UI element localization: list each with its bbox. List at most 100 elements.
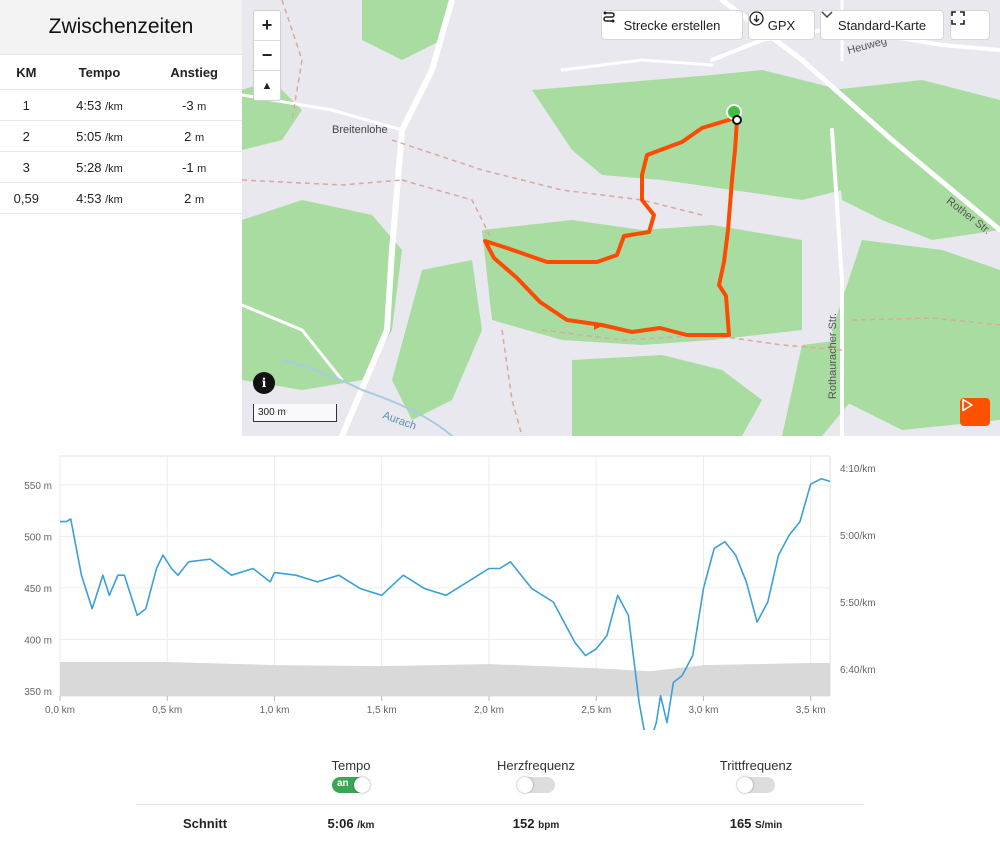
split-climb-unit: m — [197, 100, 207, 113]
splits-title: Zwischenzeiten — [0, 0, 242, 55]
x-axis-tick: 0,0 km — [45, 705, 75, 716]
toggle-heartrate[interactable] — [517, 777, 555, 793]
avg-heartrate: 152 bpm — [481, 816, 591, 831]
split-climb: 2 — [184, 190, 192, 206]
zoom-control: + − ▲ — [253, 10, 281, 101]
toggle-group-pace: Tempo an — [281, 758, 421, 793]
toggle-heartrate-label: Herzfrequenz — [496, 758, 576, 773]
split-pace: 5:05 — [76, 128, 102, 144]
table-row: 1 4:53 /km -3 m — [0, 89, 242, 121]
x-axis-tick: 2,5 km — [581, 705, 611, 716]
download-icon — [749, 11, 764, 26]
x-axis-tick: 1,5 km — [367, 705, 397, 716]
split-pace-unit: /km — [105, 193, 123, 206]
split-pace-unit: /km — [105, 100, 123, 113]
avg-cadence: 165 S/min — [701, 816, 811, 831]
split-pace: 5:28 — [76, 159, 102, 175]
pace-line — [60, 477, 831, 751]
fullscreen-button[interactable] — [950, 10, 990, 40]
table-row: 2 5:05 /km 2 m — [0, 120, 242, 152]
splits-panel: Zwischenzeiten KM Tempo Anstieg 1 4:53 /… — [0, 0, 242, 436]
fullscreen-icon — [951, 11, 965, 25]
left-axis-tick: 550 m — [24, 481, 52, 492]
avg-pace-unit: /km — [357, 820, 375, 831]
route-icon — [603, 11, 615, 23]
left-axis-tick: 350 m — [24, 687, 52, 698]
split-km: 0,59 — [0, 182, 53, 214]
compass-icon[interactable]: ▲ — [261, 79, 273, 92]
split-climb-unit: m — [195, 193, 205, 206]
route-map[interactable]: Breitenlohe Rother Str. Rothauracher Str… — [242, 0, 1000, 436]
split-climb: -1 — [181, 159, 194, 175]
avg-label: Schnitt — [182, 816, 228, 831]
avg-cadence-unit: S/min — [755, 820, 783, 831]
play-icon — [962, 398, 973, 412]
toggle-pace-label: Tempo — [331, 758, 371, 773]
flyby-play-button[interactable] — [960, 398, 990, 426]
split-km: 3 — [0, 151, 53, 183]
left-axis-tick: 450 m — [24, 584, 52, 595]
info-button[interactable]: i — [253, 372, 275, 394]
left-axis-tick: 400 m — [24, 635, 52, 646]
toggle-knob — [517, 777, 533, 793]
map-scale: 300 m — [253, 404, 337, 422]
finish-marker — [732, 115, 742, 125]
left-axis-tick: 500 m — [24, 532, 52, 543]
x-axis-tick: 3,0 km — [688, 705, 718, 716]
right-axis-tick: 6:40/km — [840, 665, 876, 676]
chart-svg[interactable]: 550 m 500 m 450 m 400 m 350 m 4:10/km 5:00/km… — [0, 440, 1000, 751]
route-direction-arrow — [594, 322, 604, 330]
x-axis-tick: 3,5 km — [796, 705, 826, 716]
split-climb: 2 — [184, 128, 192, 144]
zoom-out-button[interactable]: − — [254, 41, 280, 71]
table-row: 3 5:28 /km -1 m — [0, 151, 242, 183]
zoom-in-button[interactable]: + — [254, 11, 280, 41]
split-climb-unit: m — [195, 131, 205, 144]
split-km: 1 — [0, 89, 53, 121]
toggle-knob — [737, 777, 753, 793]
table-row: 0,59 4:53 /km 2 m — [0, 182, 242, 214]
split-pace: 4:53 — [76, 97, 102, 113]
splits-header-pace: Tempo — [52, 55, 147, 90]
create-route-label: Strecke erstellen — [623, 17, 721, 33]
x-axis-tick: 2,0 km — [474, 705, 504, 716]
map-type-select[interactable]: Standard-Karte — [820, 10, 944, 40]
avg-hr-value: 152 — [512, 816, 535, 831]
map-type-label: Standard-Karte — [837, 17, 927, 33]
avg-pace-value: 5:06 — [327, 816, 354, 831]
avg-pace: 5:06 /km — [296, 816, 406, 831]
analysis-chart[interactable]: 550 m 500 m 450 m 400 m 350 m 4:10/km 5:00/km… — [0, 440, 1000, 751]
toggle-pace[interactable]: an — [332, 777, 370, 793]
split-pace: 4:53 — [76, 190, 102, 206]
toggle-group-cadence: Trittfrequenz — [686, 758, 826, 793]
map-label-breitenlohe: Breitenlohe — [332, 124, 388, 136]
averages-row: Schnitt 5:06 /km 152 bpm 165 S/min — [136, 804, 864, 843]
gpx-label: GPX — [767, 17, 796, 33]
chevron-down-icon — [821, 11, 833, 19]
map-canvas[interactable] — [242, 0, 1000, 436]
splits-header-climb: Anstieg — [146, 55, 242, 90]
x-axis-tick: 0,5 km — [152, 705, 182, 716]
right-axis-tick: 5:00/km — [840, 531, 876, 542]
right-axis-tick: 5:50/km — [840, 598, 876, 609]
toggle-pace-state: an — [337, 778, 349, 789]
split-climb: -3 — [181, 97, 194, 113]
plot-area — [59, 455, 831, 697]
toggle-knob — [354, 777, 370, 793]
avg-hr-unit: bpm — [538, 820, 560, 831]
split-km: 2 — [0, 120, 53, 152]
right-axis-tick: 4:10/km — [840, 464, 876, 475]
route-line — [483, 116, 739, 337]
chart-toggles: Tempo an Herzfrequenz Trittfrequenz — [0, 758, 1000, 802]
toggle-group-heartrate: Herzfrequenz — [466, 758, 606, 793]
splits-header-km: KM — [0, 55, 53, 90]
split-pace-unit: /km — [105, 162, 123, 175]
avg-cadence-value: 165 — [729, 816, 752, 831]
toggle-cadence-label: Trittfrequenz — [719, 758, 793, 773]
gpx-download-button[interactable]: GPX — [748, 10, 815, 40]
x-axis-tick: 1,0 km — [259, 705, 289, 716]
split-pace-unit: /km — [105, 131, 123, 144]
toggle-cadence[interactable] — [737, 777, 775, 793]
splits-table: KM Tempo Anstieg 1 4:53 /km -3 m 2 5:05 … — [0, 55, 242, 214]
create-route-button[interactable]: Strecke erstellen — [601, 10, 743, 40]
